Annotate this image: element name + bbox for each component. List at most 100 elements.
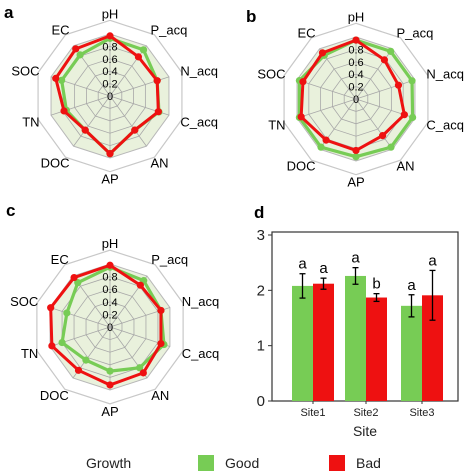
radar-point-good-SOC [63, 309, 71, 317]
radar-chart-c: 0.80.60.40.20 pH P_acq N_acq C_acq AN AP DOC TN S… [10, 236, 219, 419]
radar-ring-label: 0 [107, 91, 113, 103]
panel-a-letter: a [4, 3, 14, 22]
bar-good-Site3 [401, 305, 422, 401]
radar-point-bad-EC [70, 273, 78, 282]
radar-point-bad-AN [379, 132, 387, 140]
radar-ring-label: 0.6 [102, 284, 117, 296]
bar-y-tick-label: 1 [257, 338, 265, 355]
radar-axis-label-AN: AN [396, 159, 414, 174]
radar-point-good-C_acq [409, 113, 417, 121]
radar-point-good-DOC [82, 356, 90, 364]
panel-d-letter: d [254, 203, 264, 222]
radar-axis-label-SOC: SOC [257, 67, 285, 82]
significance-label-good-Site3: a [407, 277, 416, 294]
bar-x-axis-title: Site [353, 423, 377, 439]
radar-point-bad-EC [72, 45, 80, 53]
legend-swatch-good [198, 455, 214, 471]
radar-axis-label-C_acq: C_acq [180, 114, 218, 129]
significance-label-good-Site2: a [351, 250, 360, 267]
radar-axis-label-AN: AN [151, 388, 169, 403]
radar-axis-label-EC: EC [51, 22, 69, 37]
bar-x-tick-label-Site1: Site1 [300, 407, 325, 419]
radar-point-bad-TN [48, 342, 56, 350]
radar-axis-label-TN: TN [21, 346, 38, 361]
radar-point-good-EC [74, 279, 82, 287]
radar-point-bad-SOC [52, 74, 60, 82]
radar-chart-b: 0.80.60.40.20 pH P_acq N_acq C_acq AN AP DOC TN S… [257, 10, 464, 190]
radar-axis-label-C_acq: C_acq [426, 117, 464, 132]
panel-c-letter: c [6, 201, 15, 220]
radar-axis-label-P_acq: P_acq [150, 22, 187, 37]
radar-point-bad-P_acq [380, 56, 389, 64]
radar-ring-label: 0.4 [102, 66, 117, 78]
radar-point-good-AN [387, 143, 395, 151]
radar-point-bad-EC [318, 49, 327, 57]
radar-axis-label-N_acq: N_acq [182, 294, 220, 309]
radar-point-good-P_acq [387, 47, 395, 55]
radar-spoke [109, 95, 147, 147]
radar-ring-label: 0.4 [348, 69, 363, 81]
radar-point-bad-pH [352, 36, 360, 44]
bar-x-tick-label-Site3: Site3 [409, 407, 434, 419]
radar-point-bad-DOC [74, 366, 83, 374]
radar-axis-label-pH: pH [348, 10, 365, 25]
radar-axis-label-DOC: DOC [40, 388, 69, 403]
bar-bad-Site2 [366, 297, 387, 401]
radar-spoke [49, 307, 111, 328]
radar-spoke [355, 98, 393, 150]
legend-swatch-bad [329, 455, 345, 471]
radar-spoke [355, 79, 416, 100]
radar-point-bad-SOC [299, 78, 307, 86]
panel-b-letter: b [246, 7, 256, 26]
bar-y-tick-label: 0 [257, 393, 265, 410]
radar-axis-label-C_acq: C_acq [182, 346, 220, 361]
radar-ring-label: 0.8 [102, 272, 117, 284]
radar-ring-label: 0 [353, 94, 359, 106]
radar-point-bad-AN [131, 126, 139, 134]
legend-label-good: Good [225, 455, 259, 471]
radar-ring-label: 0.4 [102, 297, 117, 309]
radar-ring-label: 0.6 [102, 54, 117, 66]
radar-ring-label: 0.2 [348, 82, 363, 94]
radar-point-bad-AP [352, 146, 360, 155]
radar-point-bad-C_acq [154, 108, 162, 116]
radar-point-bad-C_acq [400, 111, 408, 119]
radar-spoke [296, 98, 357, 119]
radar-ring-label: 0.8 [102, 41, 117, 53]
radar-point-good-TN [58, 338, 66, 347]
radar-point-good-SOC [58, 76, 66, 84]
radar-ring-label: 0.2 [102, 79, 117, 91]
bar-bad-Site3 [422, 295, 443, 401]
radar-point-bad-P_acq [136, 281, 144, 289]
radar-point-bad-P_acq [134, 53, 143, 61]
radar-axis-label-SOC: SOC [11, 64, 39, 79]
radar-spoke [73, 95, 111, 147]
legend-title: Growth [86, 455, 131, 471]
radar-point-good-EC [76, 51, 84, 59]
radar-axis-label-DOC: DOC [41, 156, 70, 171]
radar-axis-label-AP: AP [101, 171, 118, 186]
radar-point-bad-N_acq [153, 77, 161, 85]
bar-bad-Site1 [313, 283, 334, 401]
radar-point-bad-C_acq [157, 339, 165, 348]
radar-point-good-N_acq [408, 77, 416, 85]
radar-axis-label-AP: AP [347, 174, 364, 189]
radar-spoke [296, 79, 357, 100]
significance-label-good-Site1: a [298, 256, 307, 273]
radar-axis-label-pH: pH [102, 236, 119, 251]
radar-point-bad-AP [106, 150, 114, 158]
radar-ring-label: 0.6 [348, 57, 363, 69]
radar-axis-label-N_acq: N_acq [180, 64, 218, 79]
radar-axis-label-DOC: DOC [287, 159, 316, 174]
significance-label-bad-Site1: a [319, 260, 328, 277]
radar-point-bad-AP [106, 381, 114, 389]
radar-axis-label-AN: AN [150, 156, 168, 171]
radar-ring-label: 0.8 [348, 44, 363, 56]
radar-point-good-DOC [317, 143, 325, 151]
radar-point-bad-pH [106, 32, 114, 40]
bar-y-tick-label: 3 [257, 227, 265, 244]
radar-point-bad-TN [60, 107, 68, 115]
radar-point-bad-AN [139, 369, 147, 377]
